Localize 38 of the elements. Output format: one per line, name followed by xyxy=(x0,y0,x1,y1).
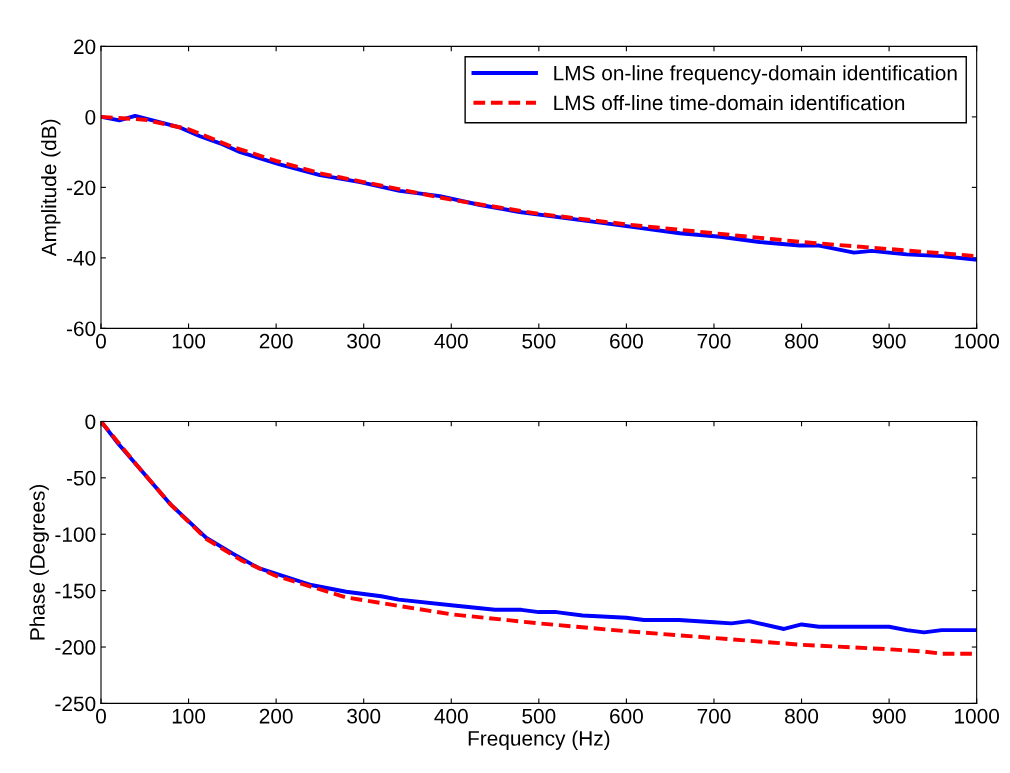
y-tick-label: -250 xyxy=(55,696,96,712)
x-tick-label: 500 xyxy=(522,333,556,349)
legend-label: LMS on-line frequency-domain identification xyxy=(554,65,957,85)
y-axis-title: Phase (Degrees) xyxy=(29,484,49,640)
legend-label: LMS off-line time-domain identification xyxy=(554,94,905,111)
y-tick-label: -20 xyxy=(66,180,96,196)
y-tick-label: 0 xyxy=(85,109,96,125)
x-tick-label: 900 xyxy=(872,333,906,349)
x-tick-label: 800 xyxy=(785,708,819,724)
y-tick-label: 0 xyxy=(85,414,96,430)
x-tick-label: 600 xyxy=(610,708,643,724)
x-tick-label: 200 xyxy=(259,708,293,724)
x-axis-title: Frequency (Hz) xyxy=(468,730,610,750)
x-tick-label: 300 xyxy=(347,708,381,724)
x-tick-label: 700 xyxy=(697,333,731,349)
x-tick-label: 1000 xyxy=(955,333,1000,349)
x-tick-label: 700 xyxy=(697,708,731,724)
x-tick-label: 0 xyxy=(96,708,106,724)
x-tick-label: 900 xyxy=(872,708,906,724)
x-tick-label: 400 xyxy=(434,333,468,349)
x-tick-label: 1000 xyxy=(955,708,1000,724)
y-tick-label: -200 xyxy=(55,640,96,655)
x-tick-label: 500 xyxy=(522,708,556,724)
x-tick-label: 300 xyxy=(347,333,381,349)
y-tick-label: -60 xyxy=(66,321,96,337)
y-tick-label: 20 xyxy=(74,39,96,55)
x-tick-label: 0 xyxy=(96,333,106,349)
x-tick-label: 100 xyxy=(172,333,206,349)
y-tick-label: -150 xyxy=(55,583,96,599)
y-tick-label: -40 xyxy=(66,250,96,266)
x-tick-label: 200 xyxy=(259,333,293,349)
y-tick-label: -100 xyxy=(55,527,96,542)
x-tick-label: 600 xyxy=(610,333,643,349)
x-tick-label: 100 xyxy=(172,708,206,724)
x-tick-label: 400 xyxy=(434,708,468,724)
x-tick-label: 800 xyxy=(785,333,819,349)
y-tick-label: -50 xyxy=(66,470,96,486)
y-axis-title: Amplitude (dB) xyxy=(41,119,61,257)
